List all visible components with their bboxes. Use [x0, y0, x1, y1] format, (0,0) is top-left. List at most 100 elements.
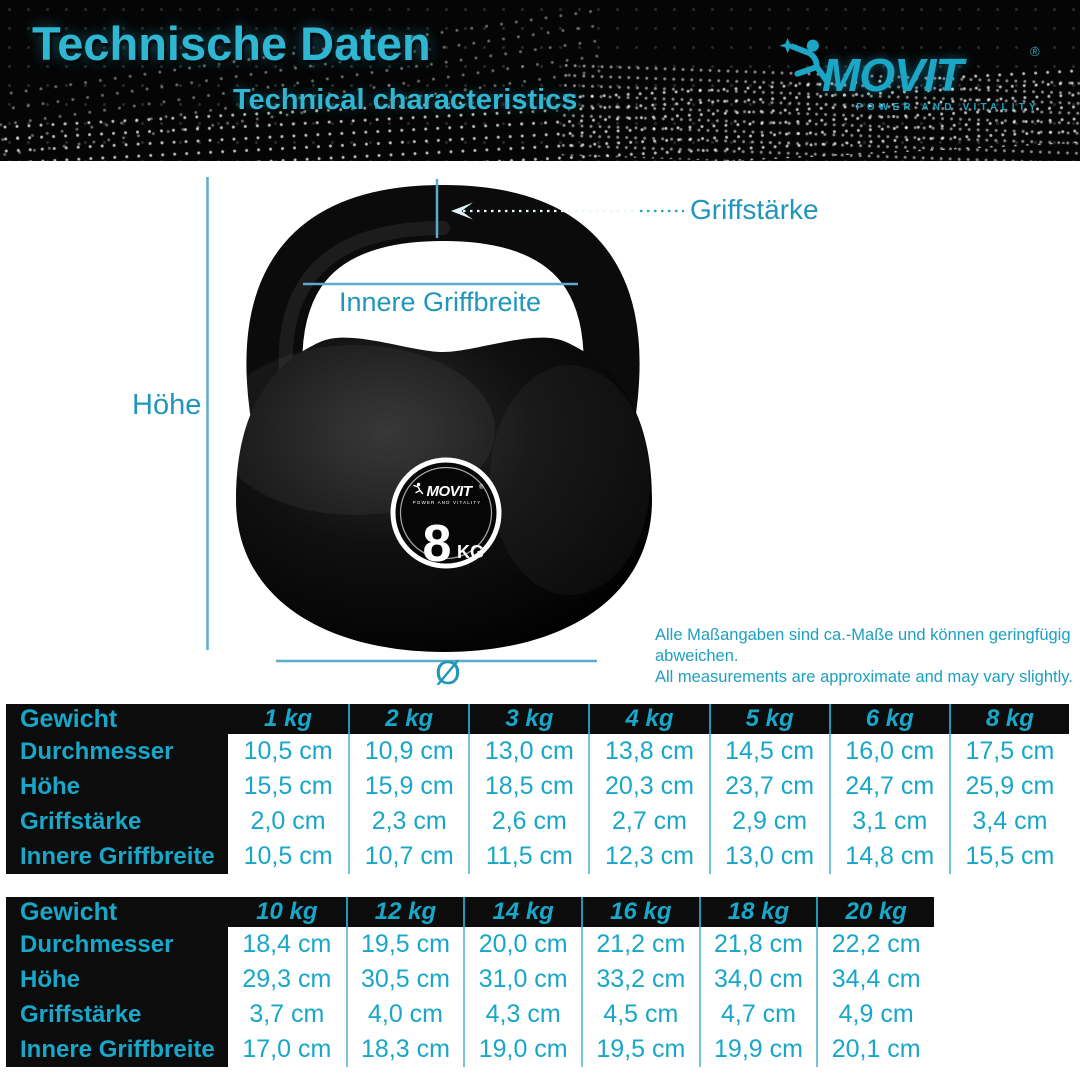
- table-cell: 17,0 cm: [228, 1032, 346, 1067]
- table-cell: 24,7 cm: [828, 769, 949, 804]
- measurements-table-1kg-8kg: Gewicht 1 kg 2 kg 3 kg 4 kg 5 kg 6 kg 8 kg Durch…: [6, 704, 1069, 874]
- table-cell: 18,5 cm: [468, 769, 589, 804]
- table-header-weight-label: Gewicht: [6, 704, 228, 734]
- table-row-label: Griffstärke: [6, 997, 228, 1032]
- table-cell: 25,9 cm: [948, 769, 1069, 804]
- table-header-weight: 14 kg: [463, 897, 581, 927]
- registered-mark: ®: [1030, 44, 1040, 59]
- table-cell: 10,9 cm: [348, 734, 469, 769]
- table-cell: 3,1 cm: [828, 804, 949, 839]
- table-cell: 11,5 cm: [468, 839, 589, 874]
- table-cell: 20,3 cm: [588, 769, 709, 804]
- weight-badge: MOVIT ® POWER AND VITALITY 8 KG: [390, 457, 502, 573]
- table-header-weight: 5 kg: [708, 704, 829, 734]
- table-cell: 34,0 cm: [698, 962, 817, 997]
- badge-registered: ®: [479, 484, 484, 491]
- table-cell: 13,8 cm: [588, 734, 709, 769]
- table-row-label: Höhe: [6, 769, 228, 804]
- body-highlight: [490, 365, 650, 595]
- table-row-label: Innere Griffbreite: [6, 839, 228, 874]
- table-cell: 19,0 cm: [463, 1032, 581, 1067]
- table-cell: 3,4 cm: [948, 804, 1069, 839]
- brand-tagline: POWER AND VITALITY: [856, 102, 1040, 113]
- badge-movit-figure-icon: [413, 482, 424, 495]
- table-header-weight: 10 kg: [228, 897, 346, 927]
- badge-brand: MOVIT: [427, 483, 474, 500]
- table-cell: 2,6 cm: [468, 804, 589, 839]
- table-cell: 15,5 cm: [228, 769, 349, 804]
- kettlebell-illustration: MOVIT ® POWER AND VITALITY 8 KG: [206, 177, 684, 663]
- table-row-label: Griffstärke: [6, 804, 228, 839]
- table-cell: 19,9 cm: [698, 1032, 817, 1067]
- table-cell: 2,3 cm: [348, 804, 469, 839]
- table-cell: 4,9 cm: [816, 997, 934, 1032]
- table-cell: 10,5 cm: [228, 839, 349, 874]
- table-cell: 18,4 cm: [228, 927, 346, 962]
- table-cell: 17,5 cm: [948, 734, 1069, 769]
- table-cell: 29,3 cm: [228, 962, 346, 997]
- table-row-label: Höhe: [6, 962, 228, 997]
- table-cell: 10,5 cm: [228, 734, 349, 769]
- table-cell: 16,0 cm: [828, 734, 949, 769]
- table-cell: 14,5 cm: [708, 734, 829, 769]
- table-cell: 19,5 cm: [345, 927, 464, 962]
- arrow-left-icon: [451, 202, 473, 220]
- measurement-note-de: Alle Maßangaben sind ca.-Maße und können…: [655, 626, 1071, 665]
- table-cell: 33,2 cm: [580, 962, 699, 997]
- table-header-weight: 18 kg: [698, 897, 817, 927]
- table-header-weight-label: Gewicht: [6, 897, 228, 927]
- badge-weight-unit: KG: [457, 542, 484, 562]
- table-cell: 3,7 cm: [228, 997, 346, 1032]
- kettlebell-handle: [246, 184, 640, 473]
- table-cell: 14,8 cm: [828, 839, 949, 874]
- table-cell: 15,9 cm: [348, 769, 469, 804]
- table-cell: 4,5 cm: [580, 997, 699, 1032]
- label-grip-thickness: Griffstärke: [690, 194, 819, 225]
- page-subtitle: Technical characteristics: [233, 84, 578, 116]
- header-banner: Technische Daten Technical characteristi…: [0, 0, 1080, 161]
- label-inner-grip-width: Innere Griffbreite: [338, 287, 542, 317]
- table-header-weight: 1 kg: [228, 704, 349, 734]
- table-row-label: Durchmesser: [6, 734, 228, 769]
- table-cell: 2,9 cm: [708, 804, 829, 839]
- table-header-weight: 4 kg: [588, 704, 709, 734]
- table-header-weight: 20 kg: [816, 897, 934, 927]
- table-header-weight: 16 kg: [580, 897, 699, 927]
- table-cell: 20,1 cm: [816, 1032, 934, 1067]
- label-diameter: Ø: [435, 654, 461, 691]
- table-cell: 13,0 cm: [468, 734, 589, 769]
- table-header-weight: 12 kg: [345, 897, 464, 927]
- table-cell: 13,0 cm: [708, 839, 829, 874]
- table-row-label: Durchmesser: [6, 927, 228, 962]
- table-cell: 4,7 cm: [698, 997, 817, 1032]
- table-header-weight: 3 kg: [468, 704, 589, 734]
- measurements-table-10kg-20kg: Gewicht 10 kg 12 kg 14 kg 16 kg 18 kg 20 kg Dur…: [6, 897, 934, 1067]
- table-cell: 21,2 cm: [580, 927, 699, 962]
- measurement-note-en: All measurements are approximate and may…: [655, 668, 1073, 686]
- label-height: Höhe: [132, 389, 202, 421]
- badge-tagline: POWER AND VITALITY: [413, 500, 482, 505]
- table-header-weight: 2 kg: [348, 704, 469, 734]
- badge-weight-value: 8: [423, 515, 452, 573]
- table-cell: 2,0 cm: [228, 804, 349, 839]
- table-cell: 4,3 cm: [463, 997, 581, 1032]
- table-cell: 2,7 cm: [588, 804, 709, 839]
- table-cell: 34,4 cm: [816, 962, 934, 997]
- table-cell: 20,0 cm: [463, 927, 581, 962]
- table-cell: 22,2 cm: [816, 927, 934, 962]
- brand-wordmark: MOVIT: [822, 49, 964, 101]
- table-header-weight: 8 kg: [948, 704, 1069, 734]
- table-cell: 10,7 cm: [348, 839, 469, 874]
- table-cell: 21,8 cm: [698, 927, 817, 962]
- page-title: Technische Daten: [32, 17, 431, 70]
- table-cell: 31,0 cm: [463, 962, 581, 997]
- table-cell: 19,5 cm: [580, 1032, 699, 1067]
- table-cell: 15,5 cm: [948, 839, 1069, 874]
- table-cell: 30,5 cm: [345, 962, 464, 997]
- table-cell: 4,0 cm: [345, 997, 464, 1032]
- table-cell: 18,3 cm: [345, 1032, 464, 1067]
- movit-figure-icon: [779, 37, 830, 84]
- brand-logo: MOVIT ® POWER AND VITALITY: [778, 26, 1068, 126]
- measurement-note: Alle Maßangaben sind ca.-Maße und können…: [655, 625, 1080, 688]
